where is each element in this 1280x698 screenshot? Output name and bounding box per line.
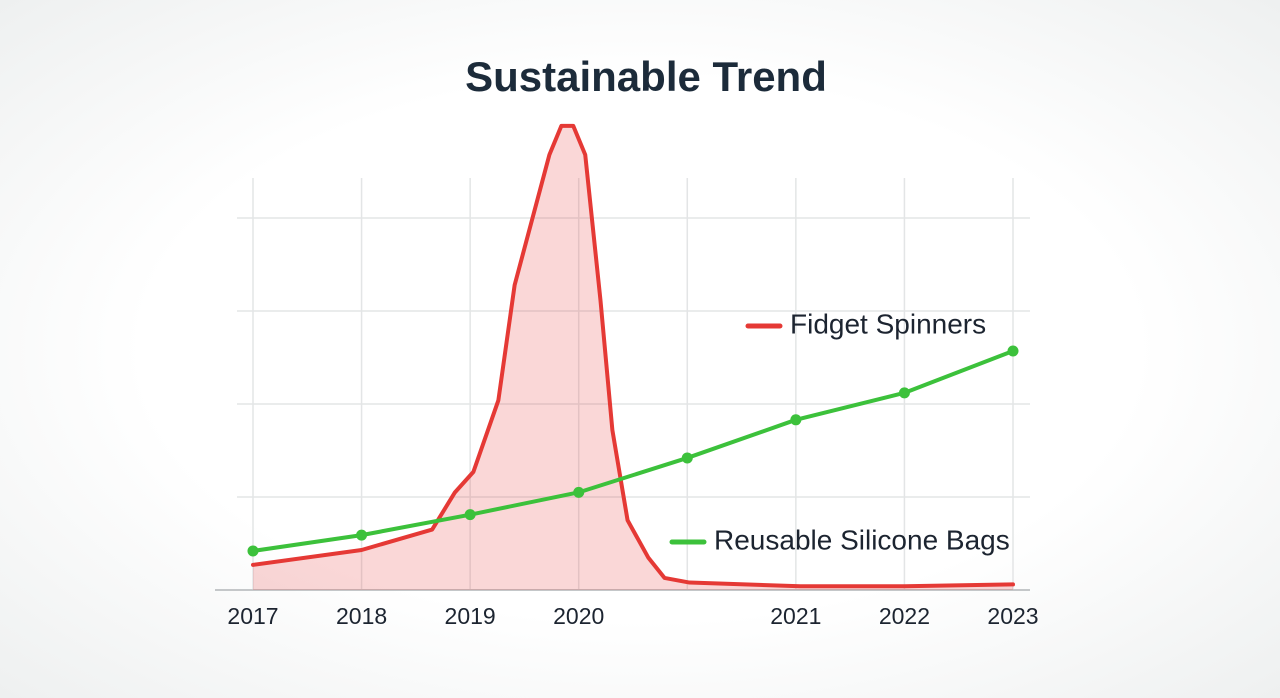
marker xyxy=(464,509,476,521)
marker xyxy=(573,486,585,498)
area xyxy=(253,125,1013,591)
marker xyxy=(681,452,693,464)
x-tick-label: 2017 xyxy=(227,603,278,629)
x-tick-label: 2019 xyxy=(445,603,496,629)
x-tick-label: 2018 xyxy=(336,603,387,629)
marker xyxy=(356,529,368,541)
line xyxy=(251,348,1015,553)
legend-label: Fidget Spinners xyxy=(790,308,986,339)
x-tick-label: 2022 xyxy=(879,603,930,629)
marker xyxy=(1007,345,1019,357)
x-tick-label: 2021 xyxy=(770,603,821,629)
marker xyxy=(898,387,910,399)
chart-title: Sustainable Trend xyxy=(465,53,827,100)
line xyxy=(251,123,1015,589)
marker xyxy=(790,414,802,426)
x-tick-label: 2020 xyxy=(553,603,604,629)
legend-label: Reusable Silicone Bags xyxy=(714,524,1010,555)
x-tick-label: 2023 xyxy=(987,603,1038,629)
marker xyxy=(247,545,259,557)
